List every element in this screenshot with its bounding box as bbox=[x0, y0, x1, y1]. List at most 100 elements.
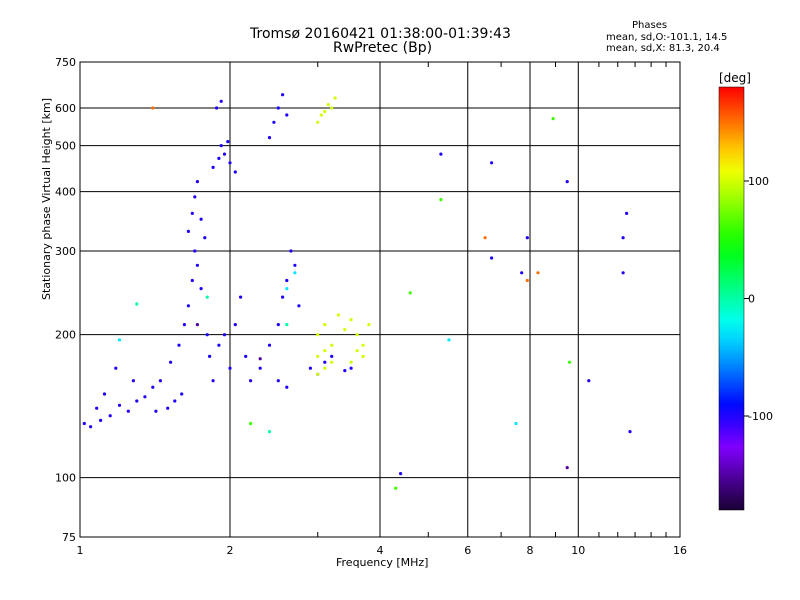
data-point bbox=[394, 486, 398, 490]
data-point bbox=[143, 395, 147, 399]
data-point bbox=[239, 295, 243, 299]
data-point bbox=[195, 180, 199, 184]
data-point bbox=[114, 366, 118, 370]
y-tick-label: 100 bbox=[55, 472, 76, 485]
data-point bbox=[281, 93, 285, 97]
data-point bbox=[355, 349, 359, 353]
data-point bbox=[349, 366, 353, 370]
data-point bbox=[399, 472, 403, 476]
data-point bbox=[316, 372, 320, 376]
data-point bbox=[89, 425, 93, 429]
data-point bbox=[439, 198, 443, 202]
data-point bbox=[272, 120, 276, 124]
phases-legend-title: Phases bbox=[632, 20, 668, 31]
x-tick-label: 8 bbox=[527, 544, 534, 557]
data-point bbox=[219, 99, 223, 103]
data-point bbox=[408, 291, 412, 295]
data-point bbox=[228, 366, 232, 370]
data-point bbox=[117, 403, 122, 407]
data-point bbox=[323, 360, 327, 364]
data-point bbox=[95, 406, 99, 410]
x-tick-label: 6 bbox=[464, 544, 471, 557]
data-point bbox=[99, 418, 103, 422]
data-point bbox=[177, 343, 181, 347]
data-point bbox=[293, 271, 297, 275]
data-point bbox=[82, 421, 86, 426]
data-point bbox=[316, 333, 320, 337]
data-point bbox=[587, 379, 591, 383]
data-point bbox=[628, 430, 632, 434]
data-point bbox=[276, 379, 280, 383]
data-point bbox=[190, 211, 194, 215]
data-point bbox=[233, 170, 237, 174]
data-point bbox=[621, 271, 625, 275]
data-point bbox=[276, 323, 280, 327]
data-point bbox=[211, 165, 215, 169]
colorbar bbox=[718, 86, 745, 511]
y-tick-label: 750 bbox=[55, 56, 76, 69]
data-point bbox=[551, 117, 555, 121]
data-point bbox=[281, 295, 285, 299]
data-point bbox=[117, 338, 122, 342]
data-point bbox=[367, 323, 371, 327]
data-point bbox=[285, 323, 289, 327]
data-point bbox=[166, 406, 170, 410]
colorbar-label: [deg] bbox=[719, 71, 751, 85]
data-point bbox=[126, 409, 130, 413]
y-tick-label: 500 bbox=[55, 140, 76, 153]
data-point bbox=[135, 399, 139, 403]
data-point bbox=[316, 354, 320, 358]
data-point bbox=[244, 354, 248, 358]
data-point bbox=[180, 392, 184, 396]
data-point bbox=[525, 278, 529, 283]
colorbar-tick-label: -100 bbox=[748, 410, 773, 423]
data-point bbox=[154, 409, 158, 413]
x-tick-label: 1 bbox=[77, 544, 84, 557]
data-point bbox=[330, 354, 334, 358]
data-point bbox=[195, 323, 199, 327]
y-tick-label: 200 bbox=[55, 329, 76, 342]
data-point bbox=[525, 236, 529, 240]
y-tick-label: 300 bbox=[55, 245, 76, 258]
data-point bbox=[215, 106, 219, 110]
data-point bbox=[319, 113, 323, 117]
y-tick-label: 600 bbox=[55, 102, 76, 115]
data-point bbox=[565, 180, 569, 184]
data-point bbox=[276, 106, 280, 110]
y-tick-label: 400 bbox=[55, 186, 76, 199]
data-point bbox=[565, 466, 569, 470]
data-point bbox=[190, 278, 194, 283]
x-tick-label: 16 bbox=[673, 544, 687, 557]
data-point bbox=[285, 113, 289, 117]
data-point bbox=[186, 304, 190, 308]
data-point bbox=[567, 360, 572, 364]
data-point bbox=[193, 249, 197, 253]
data-point bbox=[625, 211, 629, 215]
data-point bbox=[222, 333, 227, 337]
data-point bbox=[316, 120, 320, 124]
data-point bbox=[158, 379, 162, 383]
data-point bbox=[233, 323, 237, 327]
data-point bbox=[193, 195, 197, 199]
data-point bbox=[330, 360, 334, 364]
data-point bbox=[267, 343, 272, 347]
y-tick-label: 75 bbox=[62, 531, 76, 544]
data-point bbox=[173, 399, 177, 403]
data-point bbox=[228, 161, 232, 165]
data-point bbox=[490, 256, 494, 260]
data-point bbox=[258, 357, 262, 361]
data-point bbox=[349, 318, 353, 322]
colorbar-tick-label: 0 bbox=[748, 293, 755, 306]
chart-title: Tromsø 20160421 01:38:00-01:39:43 bbox=[250, 26, 511, 42]
data-point bbox=[211, 379, 215, 383]
data-point bbox=[297, 304, 301, 308]
data-point bbox=[308, 366, 312, 370]
data-point bbox=[285, 385, 289, 389]
data-point bbox=[195, 263, 199, 267]
data-point bbox=[151, 106, 155, 110]
x-axis-label: Frequency [MHz] bbox=[336, 556, 429, 569]
data-point bbox=[323, 109, 327, 114]
data-point bbox=[323, 323, 327, 327]
x-tick-label: 10 bbox=[571, 544, 585, 557]
